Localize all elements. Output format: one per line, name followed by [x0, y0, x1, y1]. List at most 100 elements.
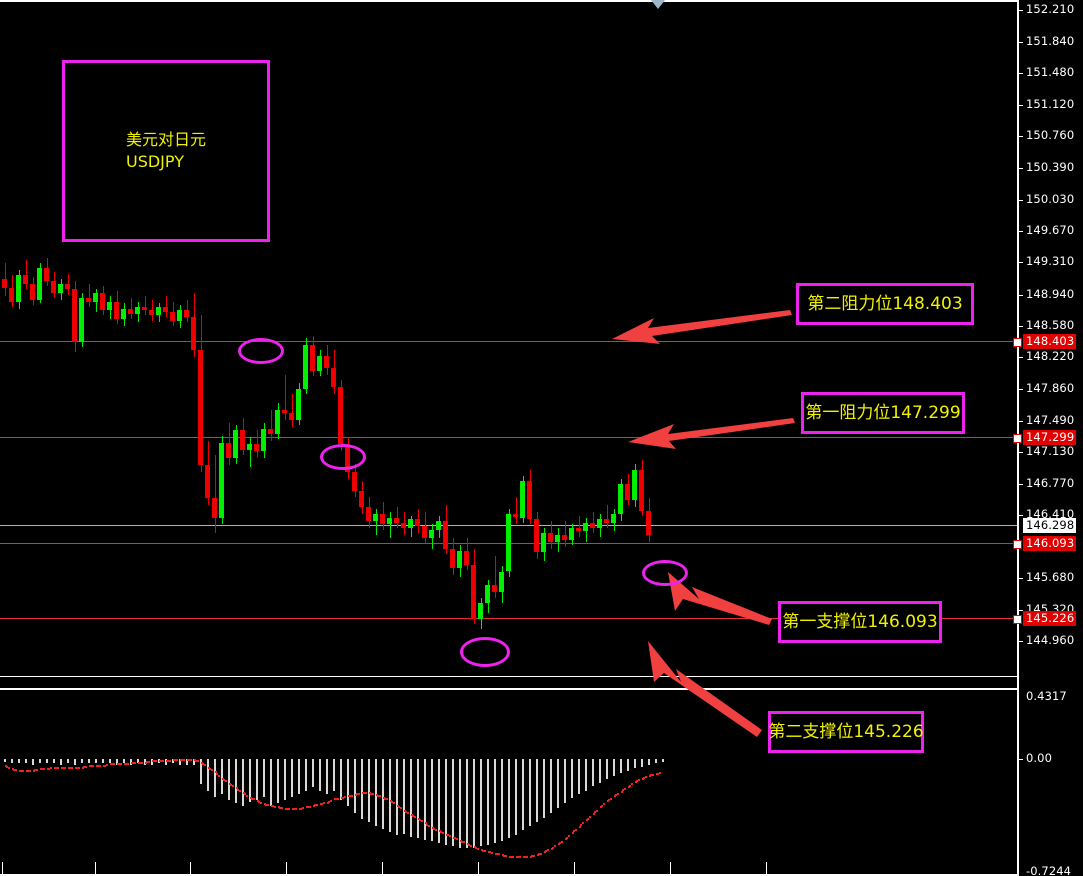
axis-price-label: 148.580 [1026, 318, 1075, 332]
macd-axis-label-upper: 0.4317 [1026, 689, 1067, 703]
macd-histogram-bar [655, 758, 657, 764]
macd-signal-dot [454, 837, 457, 840]
macd-signal-dot [244, 793, 247, 796]
macd-signal-dot [424, 822, 427, 825]
macd-signal-dot [193, 758, 196, 761]
macd-signal-dot [326, 801, 329, 804]
macd-signal-dot [634, 780, 637, 783]
candle-body [415, 519, 420, 527]
candle-body [632, 470, 637, 501]
macd-signal-dot [559, 841, 562, 844]
macd-signal-dot [557, 843, 560, 846]
macd-signal-dot [643, 777, 646, 779]
macd-time-tick [670, 862, 671, 874]
macd-signal-dot [200, 761, 203, 764]
macd-signal-dot [622, 789, 625, 792]
macd-signal-dot [67, 766, 70, 769]
candle-body [443, 520, 448, 549]
macd-signal-dot [617, 792, 619, 795]
macd-signal-dot [501, 854, 504, 857]
macd-histogram-bar [473, 758, 475, 848]
macd-signal-dot [319, 803, 322, 806]
macd-signal-dot [333, 798, 336, 801]
candle-body [429, 529, 434, 539]
macd-histogram-bar [305, 758, 307, 791]
axis-level-marker [1013, 615, 1022, 624]
candle-body [555, 534, 560, 542]
macd-signal-dot [288, 808, 290, 811]
pane-separator [0, 676, 1017, 677]
macd-histogram-bar [578, 758, 580, 794]
axis-tick [1017, 73, 1023, 74]
macd-signal-dot [267, 804, 269, 807]
macd-signal-dot [603, 803, 605, 806]
macd-signal-dot [48, 767, 51, 770]
macd-signal-dot [391, 801, 394, 804]
annotation-box-second-resistance: 第二阻力位148.403 [796, 283, 974, 325]
macd-signal-dot [508, 855, 511, 858]
macd-signal-dot [32, 769, 35, 772]
axis-tick [1017, 357, 1023, 358]
macd-histogram-bar [564, 758, 566, 804]
macd-signal-dot [461, 840, 464, 843]
macd-signal-dot [340, 796, 343, 799]
annotation-box-second-support: 第二支撑位145.226 [768, 711, 924, 753]
macd-signal-dot [11, 768, 14, 771]
macd-signal-dot [95, 765, 98, 768]
candle-body [44, 268, 49, 281]
axis-level-marker [1013, 434, 1022, 443]
macd-histogram-bar [508, 758, 510, 839]
macd-signal-dot [517, 855, 520, 858]
macd-signal-dot [475, 847, 478, 850]
macd-signal-dot [351, 794, 353, 797]
axis-tick [1017, 10, 1023, 11]
macd-histogram-bar [11, 758, 13, 764]
macd-signal-dot [307, 806, 310, 809]
arrow-first-resistance [628, 418, 795, 449]
macd-signal-dot [533, 854, 535, 857]
macd-histogram-bar [417, 758, 419, 839]
macd-histogram-bar [466, 758, 468, 848]
macd-signal-dot [393, 802, 395, 805]
axis-tick [1017, 578, 1023, 579]
macd-signal-dot [64, 766, 66, 769]
macd-signal-dot [375, 793, 378, 796]
macd-signal-dot [50, 767, 52, 770]
axis-tick [1017, 421, 1023, 422]
candle-body [37, 268, 42, 300]
price-chart-pane[interactable] [0, 0, 1017, 686]
macd-histogram-bar [375, 758, 377, 826]
highlight-ellipse-support2 [460, 637, 510, 667]
macd-signal-dot [599, 806, 602, 809]
macd-signal-dot [543, 851, 546, 854]
macd-histogram-bar [284, 758, 286, 801]
candle-body [310, 345, 315, 372]
macd-signal-dot [235, 787, 238, 790]
axis-tick [1017, 610, 1023, 611]
axis-price-label: 147.860 [1026, 381, 1075, 395]
candle-body [324, 355, 329, 368]
macd-histogram-bar [249, 758, 251, 802]
candle-wick [579, 515, 580, 537]
candle-body [478, 602, 483, 619]
arrow-second-support [648, 641, 762, 737]
macd-indicator-pane[interactable] [0, 690, 1017, 876]
candle-body [520, 480, 525, 518]
macd-signal-dot [132, 761, 135, 764]
macd-signal-dot [648, 774, 651, 777]
axis-price-label: 150.030 [1026, 192, 1075, 206]
candle-body [352, 472, 357, 492]
annotation-box-first-resistance: 第一阻力位147.299 [801, 392, 965, 434]
macd-signal-dot [349, 794, 352, 797]
candle-body [527, 480, 532, 520]
macd-signal-dot [358, 792, 360, 795]
macd-histogram-bar [200, 758, 202, 785]
macd-signal-dot [111, 763, 114, 766]
macd-signal-dot [321, 802, 324, 805]
macd-histogram-bar [193, 758, 195, 766]
macd-signal-dot [281, 807, 283, 810]
macd-time-tick [382, 862, 383, 874]
candle-wick [593, 512, 594, 534]
macd-signal-dot [538, 853, 541, 856]
macd-signal-dot [120, 763, 122, 766]
